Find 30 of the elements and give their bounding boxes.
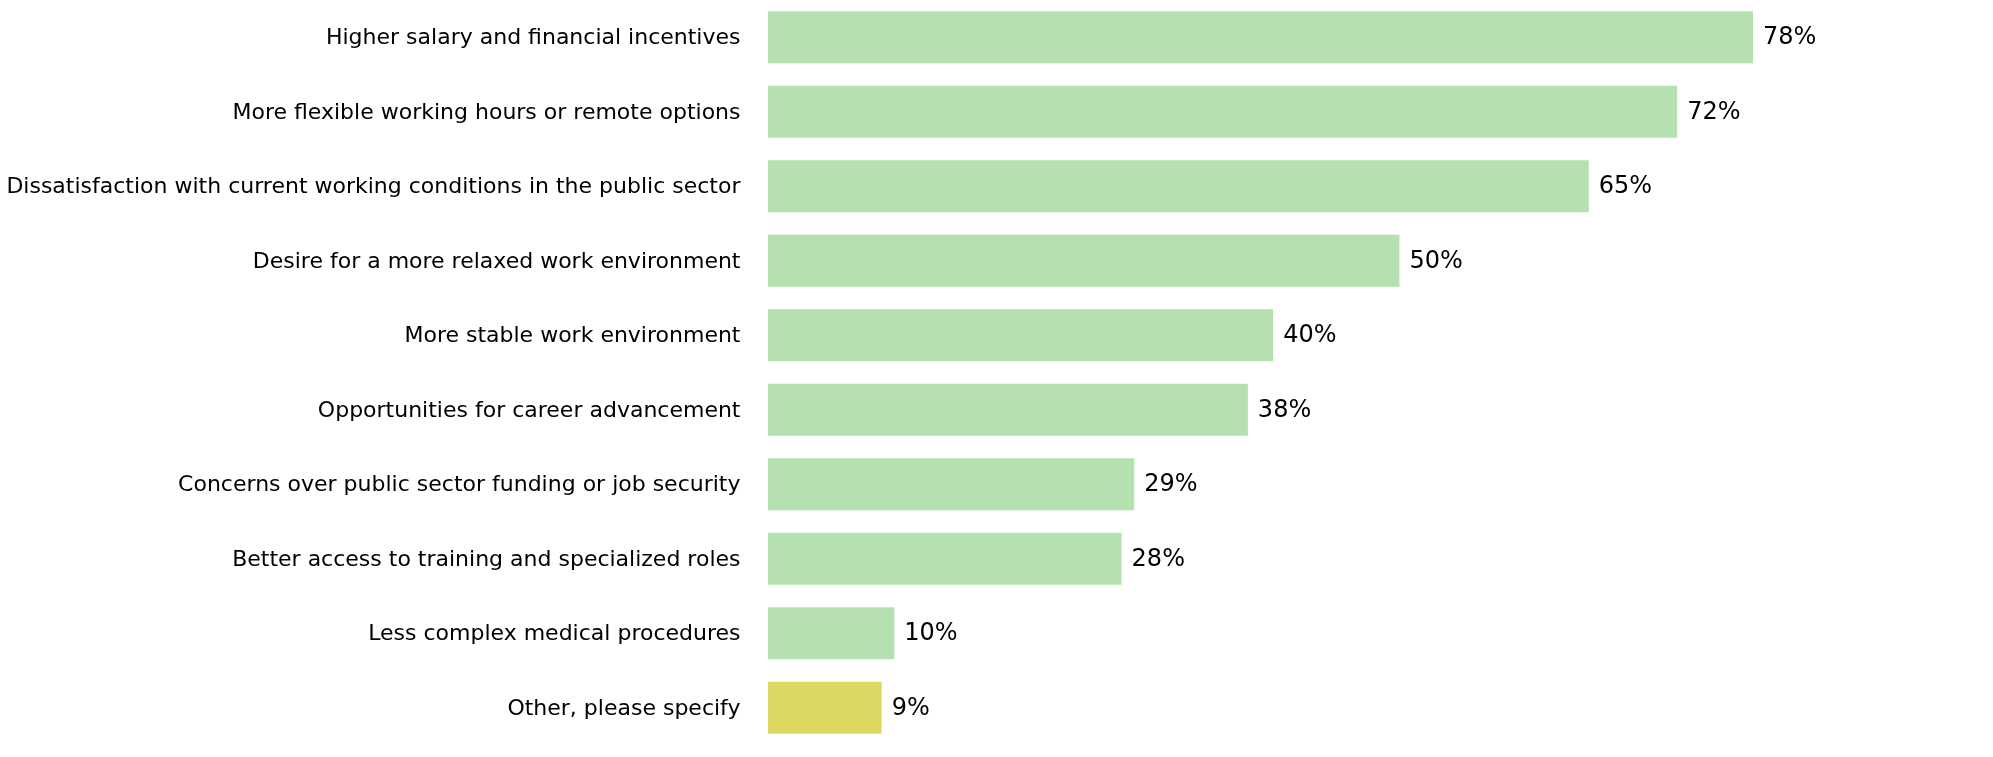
bar xyxy=(768,85,1678,138)
bar xyxy=(768,532,1122,585)
y-tick-label: Higher salary and financial incentives xyxy=(325,24,741,50)
y-tick-label: Dissatisfaction with current working conditions in the public sector xyxy=(6,173,742,199)
y-tick-label: Other, please specify xyxy=(507,694,741,720)
y-tick-label: Better access to training and specialized roles xyxy=(232,545,741,571)
data-label: 9% xyxy=(891,692,930,721)
data-label: 50% xyxy=(1409,245,1463,274)
data-label: 10% xyxy=(904,618,958,647)
y-tick-label: Concerns over public sector funding or job security xyxy=(178,471,741,497)
data-label: 38% xyxy=(1257,394,1312,423)
bar xyxy=(768,607,895,660)
data-label: 28% xyxy=(1131,543,1185,572)
data-label: 29% xyxy=(1144,469,1198,498)
bar xyxy=(768,11,1753,64)
y-tick-label: More stable work environment xyxy=(404,322,741,348)
y-tick-label: More flexible working hours or remote options xyxy=(232,98,741,124)
y-tick-label: Desire for a more relaxed work environment xyxy=(252,247,741,273)
y-tick-label: Less complex medical procedures xyxy=(368,620,741,646)
data-label: 65% xyxy=(1598,171,1653,200)
bar xyxy=(768,458,1135,511)
data-label: 40% xyxy=(1283,320,1337,349)
bar xyxy=(768,309,1274,362)
bar xyxy=(768,160,1589,213)
bar xyxy=(768,681,882,734)
data-label: 78% xyxy=(1763,22,1817,51)
bar xyxy=(768,383,1248,436)
data-label: 72% xyxy=(1687,96,1741,125)
y-tick-label: Opportunities for career advancement xyxy=(317,396,741,422)
bar xyxy=(768,234,1400,287)
